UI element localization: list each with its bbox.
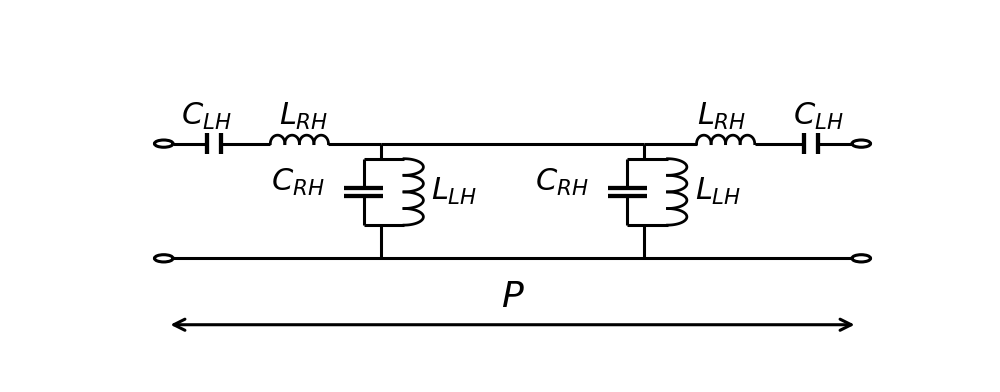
Text: $C_{RH}$: $C_{RH}$ — [271, 167, 325, 198]
Text: $L_{RH}$: $L_{RH}$ — [697, 100, 746, 132]
Text: $C_{LH}$: $C_{LH}$ — [793, 100, 844, 132]
Text: $C_{LH}$: $C_{LH}$ — [181, 100, 232, 132]
Text: $C_{RH}$: $C_{RH}$ — [535, 167, 588, 198]
Text: $L_{LH}$: $L_{LH}$ — [695, 176, 741, 207]
Text: $L_{RH}$: $L_{RH}$ — [279, 100, 328, 132]
Text: $L_{LH}$: $L_{LH}$ — [431, 176, 478, 207]
Text: $P$: $P$ — [501, 280, 524, 314]
